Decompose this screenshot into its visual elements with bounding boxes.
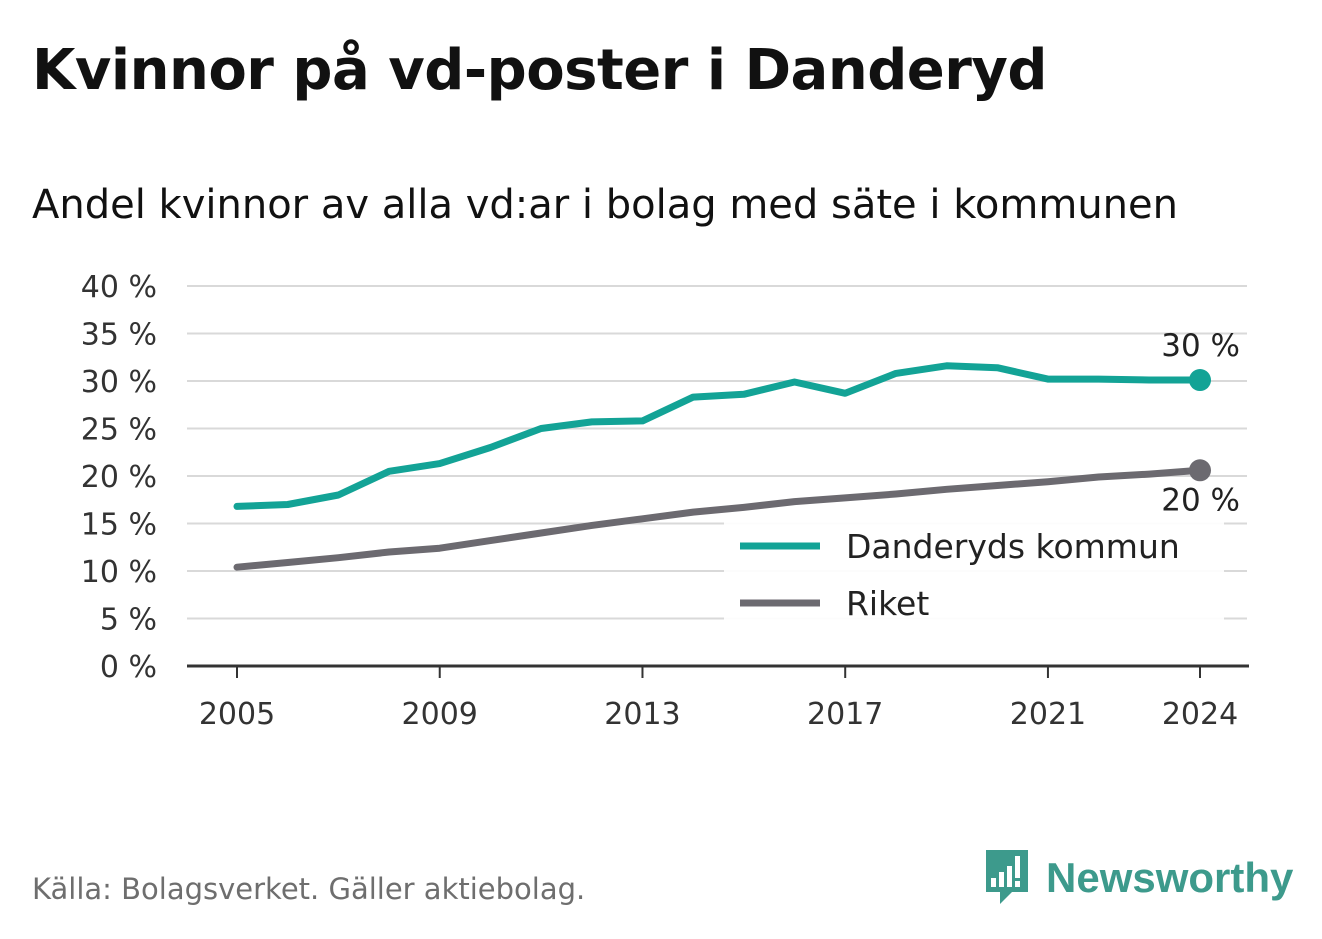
- series-end-label: 30 %: [1161, 328, 1240, 364]
- legend-label: Riket: [846, 584, 929, 623]
- y-tick-label: 0 %: [100, 650, 157, 685]
- series-end-label: 20 %: [1161, 482, 1240, 518]
- series: 30 % 20 %: [233, 328, 1240, 571]
- x-tick-label: 2021: [1010, 697, 1086, 732]
- y-tick-label: 10 %: [81, 555, 157, 590]
- y-tick-label: 40 %: [81, 270, 157, 305]
- newsworthy-logo: Newsworthy: [982, 848, 1293, 908]
- x-tick-label: 2005: [199, 697, 275, 732]
- x-tick-label: 2013: [604, 697, 680, 732]
- x-tick-label: 2024: [1162, 697, 1238, 732]
- y-tick-label: 25 %: [81, 413, 157, 448]
- grid-lines: [187, 285, 1247, 620]
- y-tick-label: 5 %: [100, 603, 157, 638]
- series-line-danderyd: [233, 362, 1204, 510]
- series-line-riket: [233, 466, 1204, 571]
- line-chart: 0 %5 %10 %15 %20 %25 %30 %35 %40 % 2005 2…: [81, 270, 1249, 732]
- legend: Danderyds kommun Riket: [724, 522, 1224, 623]
- y-tick-label: 30 %: [81, 365, 157, 400]
- y-tick-label: 20 %: [81, 460, 157, 495]
- x-tick-label: 2009: [402, 697, 478, 732]
- series-end-point: [1189, 459, 1211, 482]
- x-axis: 2005 2009 2013 2017 2021 2024: [187, 664, 1249, 732]
- y-axis: 0 % 5 % 10 % 15 % 20 % 25 % 30 % 35 % 40 %: [81, 270, 157, 685]
- newsworthy-icon: [986, 850, 1028, 904]
- source-note: Källa: Bolagsverket. Gäller aktiebolag.: [32, 872, 586, 906]
- brand-name: Newsworthy: [1046, 854, 1294, 901]
- chart-subtitle: Andel kvinnor av alla vd:ar i bolag med …: [32, 182, 1178, 228]
- legend-label: Danderyds kommun: [846, 527, 1180, 566]
- chart-title: Kvinnor på vd-poster i Danderyd: [32, 38, 1047, 103]
- series-end-point: [1189, 369, 1211, 392]
- y-tick-label: 35 %: [81, 318, 157, 353]
- y-tick-label: 15 %: [81, 508, 157, 543]
- x-tick-label: 2017: [807, 697, 883, 732]
